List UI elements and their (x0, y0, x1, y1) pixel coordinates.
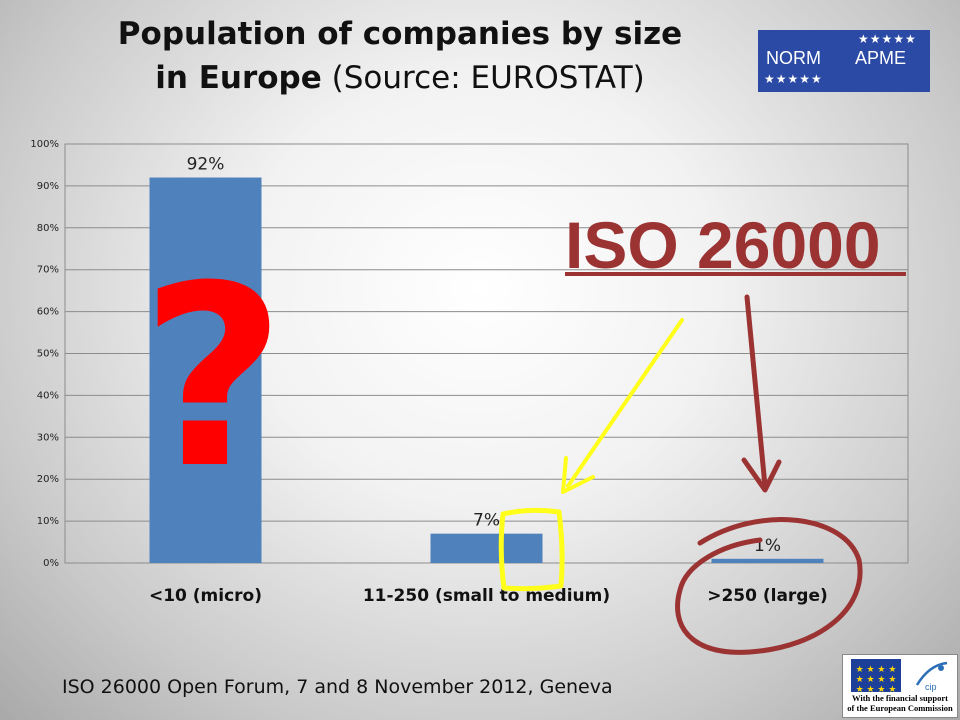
category-label-2: >250 (large) (707, 586, 828, 606)
question-mark-annotation: ? (140, 232, 285, 523)
y-tick-label: 40% (37, 390, 59, 401)
eu-support-line-1: With the financial support (852, 693, 948, 703)
logo-norm-text: NORM (766, 48, 821, 68)
title-source: (Source: EUROSTAT) (331, 60, 645, 96)
annotation-overlay: ? ISO 26000 (140, 208, 906, 655)
data-label-0: 92% (187, 155, 225, 175)
y-tick-label: 10% (37, 516, 59, 527)
eu-flag-stars: ★ ★ ★ ★ ★ ★ ★ ★ ★ ★ ★ ★ (855, 665, 897, 695)
y-tick-label: 100% (30, 139, 59, 150)
cip-label: cip (925, 682, 937, 692)
category-label-0: <10 (micro) (149, 586, 262, 606)
yellow-arrow-shaft (566, 318, 684, 488)
y-tick-label: 20% (37, 474, 59, 485)
eu-flag-icon: ★ ★ ★ ★ ★ ★ ★ ★ ★ ★ ★ ★ (851, 659, 901, 695)
red-arrow-shaft (744, 294, 768, 489)
eu-support-line-2: of the European Commission (847, 703, 953, 713)
y-tick-label: 70% (37, 265, 59, 276)
bar-0 (149, 177, 262, 563)
logo-apme-text: APME (855, 48, 907, 68)
logo-stars-top: ★★★★★ (858, 32, 917, 46)
eu-support-badge: ★ ★ ★ ★ ★ ★ ★ ★ ★ ★ ★ ★ cip With the fin… (842, 654, 958, 718)
data-label-1: 7% (473, 511, 500, 531)
title-line-2: in Europe (Source: EUROSTAT) (155, 60, 645, 96)
slide-title: Population of companies by size in Europ… (70, 12, 730, 100)
y-tick-label: 80% (37, 223, 59, 234)
logo-stars-bottom: ★★★★★ (764, 72, 823, 86)
y-tick-label: 0% (43, 558, 59, 569)
y-tick-label: 30% (37, 432, 59, 443)
iso-callout-text: ISO 26000 (565, 208, 881, 282)
cip-logo-icon: cip (915, 661, 948, 692)
plot-area: 0% 10% 20% 30% 40% 50% 60% 70% 80% 90% 100% 92% <10 … (30, 139, 909, 606)
category-label-1: 11-250 (small to medium) (363, 586, 610, 606)
bar-1 (430, 533, 543, 563)
y-tick-label: 50% (37, 349, 59, 360)
footer-text: ISO 26000 Open Forum, 7 and 8 November 2… (62, 676, 613, 698)
red-circle-highlight (675, 517, 863, 655)
yellow-highlight-box (498, 507, 565, 592)
eu-support-text: With the financial support of the Europe… (845, 693, 955, 713)
normapme-logo: ★★★★★ NORM APME ★★★★★ (758, 30, 930, 92)
title-region: in Europe (155, 60, 322, 96)
title-line-1: Population of companies by size (117, 16, 683, 52)
yellow-arrow-head (561, 456, 595, 494)
bar-2 (711, 558, 824, 563)
red-arrow-head (741, 457, 782, 493)
y-tick-label: 90% (37, 181, 59, 192)
y-tick-label: 60% (37, 307, 59, 318)
